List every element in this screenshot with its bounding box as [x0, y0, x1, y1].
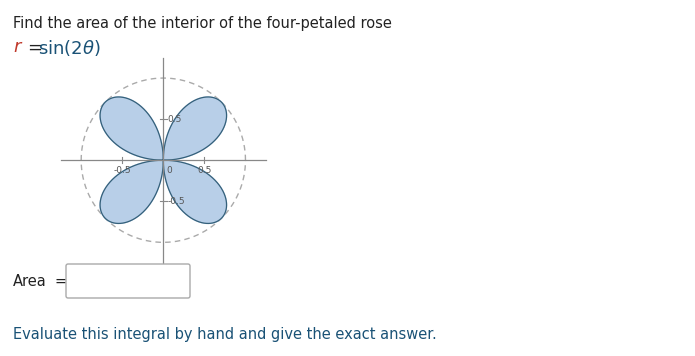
Text: -0.5: -0.5	[113, 166, 131, 175]
Text: 0: 0	[167, 166, 172, 175]
Polygon shape	[100, 160, 163, 224]
Text: 0.5: 0.5	[167, 115, 182, 124]
Polygon shape	[100, 97, 163, 160]
Polygon shape	[163, 160, 227, 224]
Text: Find the area of the interior of the four-petaled rose: Find the area of the interior of the fou…	[13, 16, 392, 31]
Text: =: =	[55, 273, 67, 288]
Text: Evaluate this integral by hand and give the exact answer.: Evaluate this integral by hand and give …	[13, 326, 436, 341]
Polygon shape	[163, 97, 227, 160]
Text: $\sin(2\theta)$: $\sin(2\theta)$	[38, 38, 101, 58]
Text: 0.5: 0.5	[197, 166, 211, 175]
Text: -0.5: -0.5	[167, 197, 185, 206]
FancyBboxPatch shape	[66, 264, 190, 298]
Text: Area: Area	[13, 273, 47, 288]
Text: $r$: $r$	[13, 38, 24, 56]
Text: $=$: $=$	[24, 38, 42, 56]
